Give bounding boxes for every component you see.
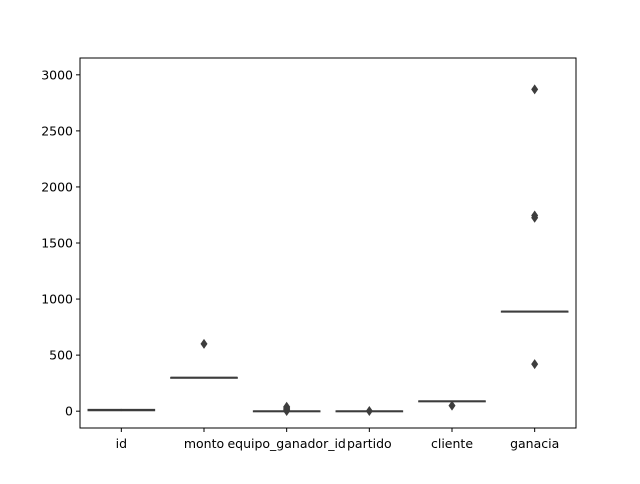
outlier-point [448,400,456,411]
plot-content [87,84,569,416]
y-tick-label: 1500 [41,236,73,251]
y-tick-label: 2000 [41,179,73,194]
outlier-point [200,338,208,349]
y-axis: 0 500 1000 1500 2000 2500 3000 [41,67,80,419]
y-tick-label: 1000 [41,292,73,307]
outlier-point [531,210,539,221]
y-tick-label: 0 [65,404,73,419]
outlier-point [531,359,539,370]
x-axis: id monto equipo_ganador_id partido cliente ga… [116,428,559,451]
outlier-point [365,405,373,416]
x-tick-label: partido [347,436,392,451]
x-tick-label: id [116,436,127,451]
box-group-partido [335,405,404,416]
box-group-cliente [418,400,486,411]
y-tick-label: 2500 [41,123,73,138]
box-group-ganacia [500,84,569,370]
outlier-point [531,84,539,95]
plot-frame [79,57,577,429]
x-tick-label: cliente [431,436,473,451]
x-tick-label: ganacia [510,436,559,451]
box-group-monto [170,338,238,379]
outlier-point [283,401,291,412]
box-group-equipo-ganador-id [252,401,321,416]
y-tick-label: 500 [49,348,73,363]
x-tick-label: equipo_ganador_id [227,436,345,451]
y-tick-label: 3000 [41,67,73,82]
box-group-id [87,408,156,412]
x-tick-label: monto [184,436,224,451]
